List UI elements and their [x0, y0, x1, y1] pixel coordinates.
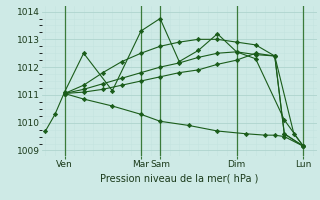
X-axis label: Pression niveau de la mer( hPa ): Pression niveau de la mer( hPa ) — [100, 173, 258, 183]
